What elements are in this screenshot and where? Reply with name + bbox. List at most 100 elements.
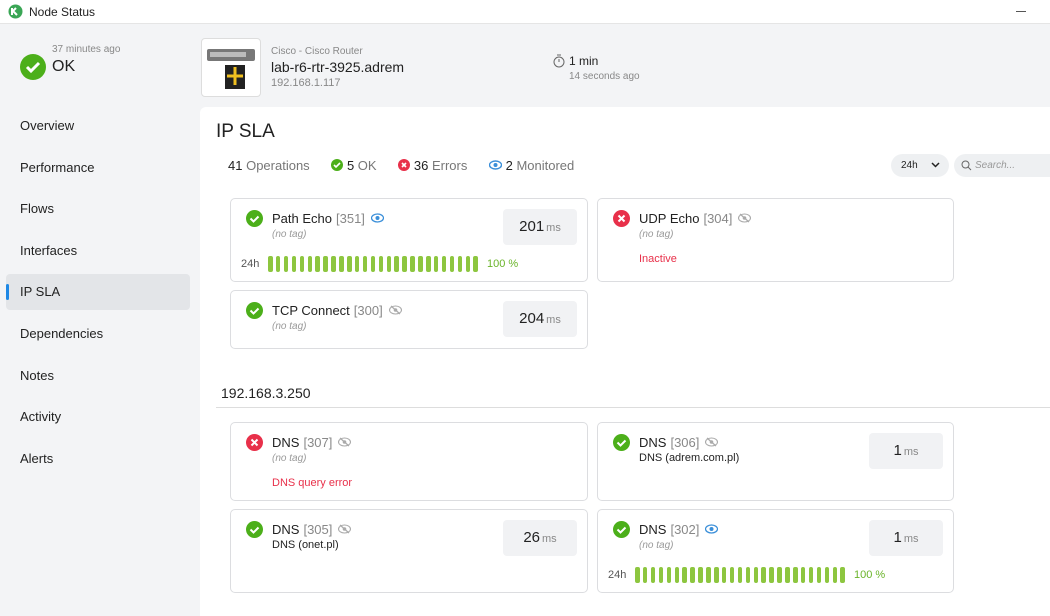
availability: 100 % (854, 569, 886, 581)
description: DNS (adrem.com.pl) (639, 452, 740, 464)
errors-label: Errors (431, 158, 468, 173)
value: 201 (519, 218, 545, 235)
history-bar (840, 567, 845, 583)
nav-item[interactable]: Dependencies (20, 326, 104, 341)
operation-name: TCP Connect (272, 303, 350, 318)
title-bar: Node Status (0, 0, 1050, 24)
operation-id: [302] (670, 522, 700, 537)
unit: ms (546, 314, 561, 326)
availability: 100 % (487, 258, 519, 270)
history-bar (682, 567, 687, 583)
value-box: 26 ms (503, 520, 577, 556)
status-icon (246, 302, 263, 319)
history-bar (714, 567, 719, 583)
history-bar (465, 256, 470, 272)
history-bar (331, 256, 336, 272)
history-bar (824, 567, 830, 583)
minimize-button[interactable] (1016, 11, 1026, 12)
status-icon (246, 521, 263, 538)
search-box[interactable]: Search... (954, 154, 1050, 177)
history-bar (832, 567, 837, 583)
card-header: DNS [305] (272, 522, 352, 537)
search-placeholder: Search... (975, 160, 1016, 171)
monitored-count: 2 (505, 158, 513, 173)
sla-card[interactable]: Path Echo [351] (no tag) 201 ms 24h 100 % (230, 198, 588, 282)
nav-item[interactable]: Overview (20, 118, 75, 133)
tag: (no tag) (272, 453, 307, 464)
value-box: 201 ms (503, 209, 577, 245)
operation-name: DNS (639, 435, 667, 450)
unmonitored-icon (388, 305, 402, 315)
history-bar (457, 256, 463, 272)
nav-item[interactable]: Activity (20, 409, 62, 425)
nav-item[interactable]: Alerts (20, 450, 54, 466)
last-update: 14 seconds ago (569, 71, 640, 82)
status-icon (613, 521, 630, 538)
history-bar (666, 567, 672, 583)
sla-card[interactable]: TCP Connect [300] (no tag) 204 ms (230, 290, 588, 349)
history-bar (394, 256, 399, 272)
nav-item[interactable]: IP SLA (6, 274, 190, 311)
operation-id: [305] (303, 522, 333, 537)
monitor-flag (338, 522, 352, 537)
poll-interval: 1 min (569, 54, 599, 68)
history-bar (378, 256, 384, 272)
monitored-icon (370, 213, 385, 223)
tag: (no tag) (639, 540, 674, 551)
nav-item[interactable]: Interfaces (20, 242, 78, 258)
monitor-flag (705, 522, 719, 537)
nav-item[interactable]: Flows (20, 201, 54, 217)
history-bar (674, 567, 679, 583)
history-bar (642, 567, 648, 583)
history-bar (449, 256, 455, 272)
sla-card[interactable]: DNS [306] DNS (adrem.com.pl) 1 ms (597, 422, 954, 501)
history-bar (418, 256, 423, 272)
operation-name: DNS (272, 522, 300, 537)
sidebar: 37 minutes ago OK Overview Performance Flo… (0, 24, 200, 616)
nav-item[interactable]: Notes (20, 367, 54, 383)
history-bar (785, 567, 790, 583)
ok-icon (246, 302, 263, 319)
history-bar (753, 567, 758, 583)
tag: (no tag) (272, 321, 307, 332)
status-icon (246, 210, 263, 227)
card-header: TCP Connect [300] (272, 303, 402, 318)
operation-name: UDP Echo (639, 211, 700, 226)
history-bar (690, 567, 695, 583)
unit: ms (903, 533, 919, 545)
error-message: DNS query error (272, 477, 353, 489)
sla-card[interactable]: DNS [305] DNS (onet.pl) 26 ms (230, 509, 588, 593)
operation-id: [351] (336, 211, 365, 226)
unit: ms (903, 446, 919, 458)
timer-icon (553, 54, 565, 68)
value-box: 1 ms (869, 520, 943, 556)
sla-card[interactable]: DNS [307] (no tag) DNS query error (230, 422, 588, 501)
value-box: 204 ms (503, 301, 577, 337)
history-bar (433, 256, 439, 272)
group-title: 192.168.3.250 (221, 385, 311, 401)
app-icon (8, 4, 23, 19)
history-bar (658, 567, 664, 583)
sla-card[interactable]: UDP Echo [304] (no tag) Inactive (597, 198, 954, 282)
sla-card[interactable]: DNS [302] (no tag) 1 ms 24h 100 % (597, 509, 954, 593)
unit: ms (542, 533, 557, 545)
operation-id: [307] (303, 435, 333, 450)
history-bar (761, 567, 766, 583)
card-header: DNS [307] (272, 435, 352, 450)
history-bar (698, 567, 703, 583)
group-divider (216, 407, 1050, 408)
history-bar (386, 256, 391, 272)
description: DNS (onet.pl) (272, 539, 339, 551)
errors-count: 36 (413, 158, 429, 173)
unmonitored-icon (738, 213, 752, 223)
monitor-flag (370, 211, 385, 226)
history-bar (650, 567, 656, 583)
nav-item[interactable]: Performance (20, 159, 95, 175)
value: 26 (523, 529, 540, 546)
status-ok-icon (20, 54, 46, 80)
ok-icon (246, 521, 263, 538)
history-bar (362, 256, 368, 272)
device-name: lab-r6-rtr-3925.adrem (271, 59, 405, 75)
range-select[interactable]: 24h (891, 154, 949, 177)
